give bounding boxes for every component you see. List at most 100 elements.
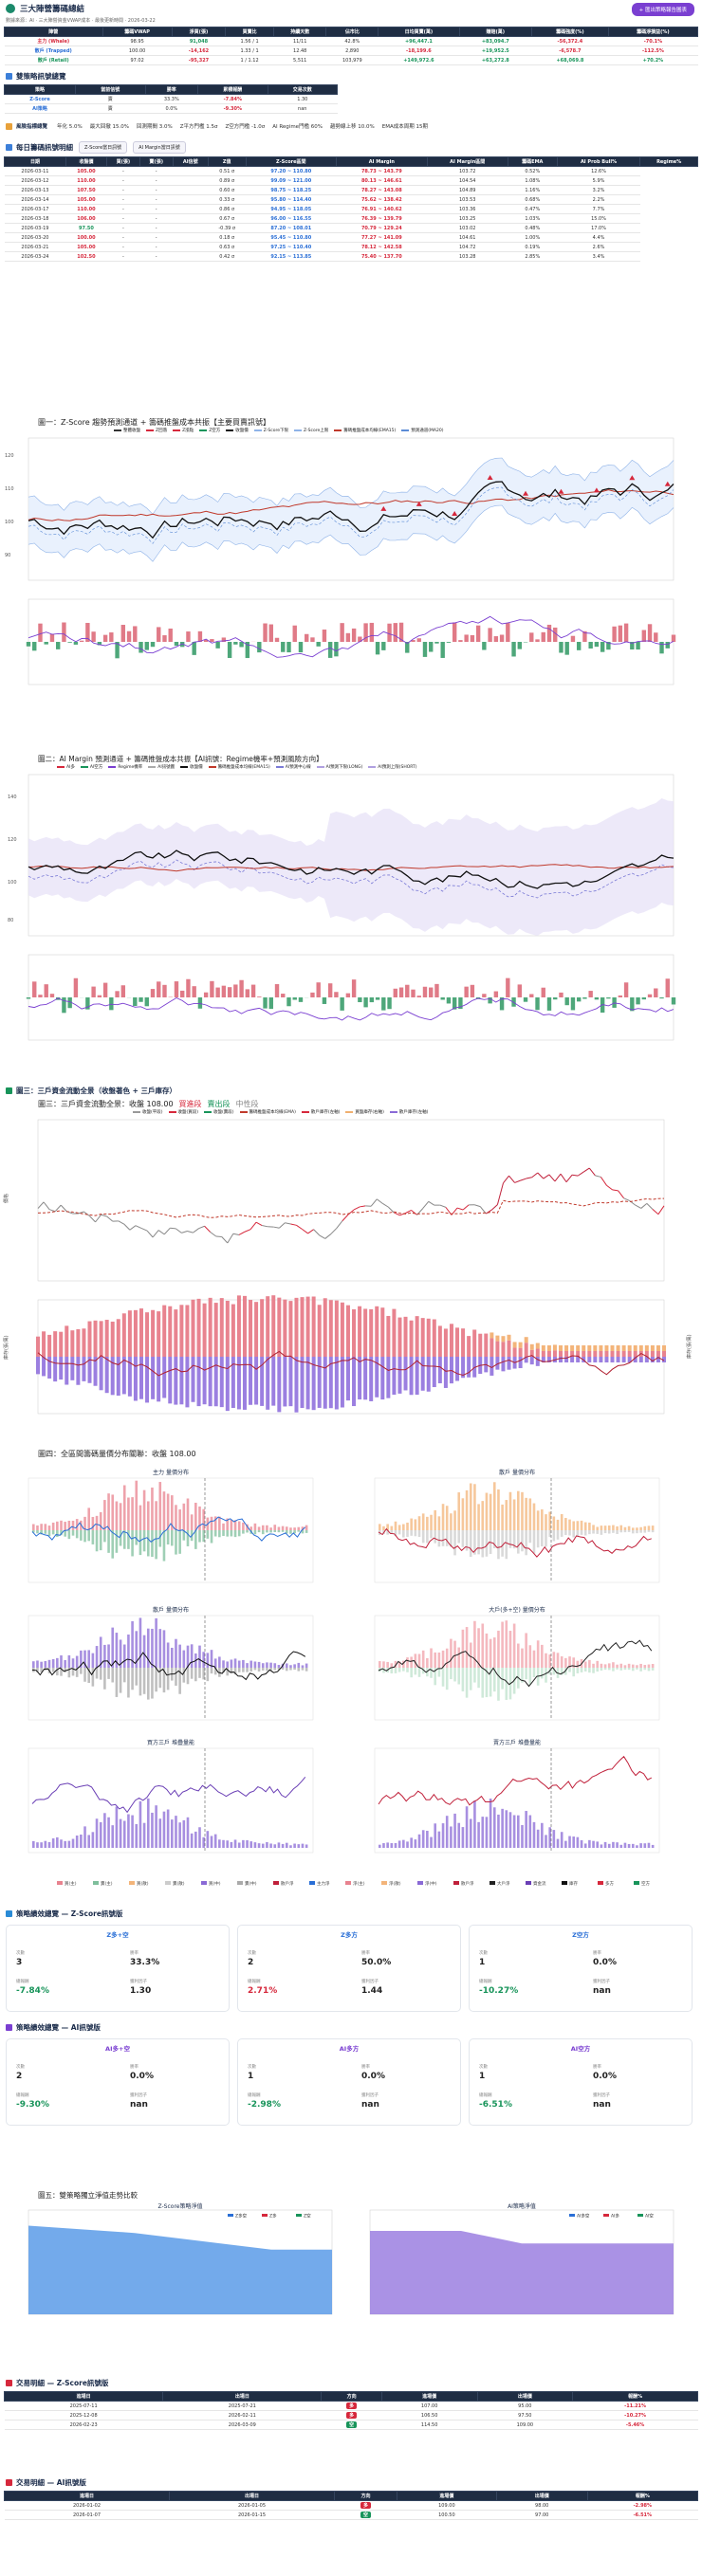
inventory-bar-negative	[202, 1357, 207, 1405]
volume-bar-buy	[202, 1652, 205, 1668]
legend-label: Regime機率	[118, 765, 143, 770]
inventory-bar-negative	[662, 1357, 666, 1362]
volume-bar-buy	[386, 1524, 389, 1530]
close-segment	[577, 1171, 584, 1177]
volume-bar-buy	[111, 1825, 115, 1848]
tab-zscore[interactable]: Z-Score當日訊號	[79, 141, 128, 154]
label-count: 次數	[479, 2065, 488, 2070]
volume-bar-buy	[596, 1841, 600, 1848]
volume-bar-sell	[390, 1530, 394, 1534]
volume-bar-sell	[492, 1530, 496, 1549]
inventory-bar-negative	[616, 1357, 620, 1362]
table-cell: -	[139, 194, 174, 205]
table-row: Z-Score 賣 33.3% -7.84% 1.30	[4, 94, 338, 104]
inventory-bar-positive	[300, 1297, 305, 1357]
table-cell: -10.27%	[572, 2410, 698, 2421]
inventory-bar-positive	[70, 1330, 75, 1357]
volume-bar-sell	[171, 1530, 174, 1546]
volume-bar-buy	[99, 1511, 102, 1530]
table-cell: 0.42 σ	[208, 251, 246, 262]
volume-bar-buy	[289, 1665, 292, 1668]
volume-bar-buy	[564, 1518, 567, 1530]
value-profit-factor: nan	[130, 2100, 148, 2110]
inventory-bar-negative	[236, 1357, 241, 1410]
volume-bar-buy	[505, 1810, 508, 1848]
inventory-bar-negative	[174, 1357, 178, 1405]
legend-swatch	[148, 766, 157, 768]
close-segment	[582, 1167, 590, 1173]
label-return: 總報酬	[248, 1980, 261, 1984]
inventory-bar-negative	[627, 1357, 632, 1362]
table-cell	[173, 251, 209, 262]
volume-bar-buy	[155, 1805, 157, 1848]
regime-bar	[239, 979, 244, 997]
panel-frame	[374, 1477, 660, 1583]
legend-swatch	[239, 1111, 248, 1113]
zscore-bar	[659, 642, 664, 654]
list-icon	[6, 144, 12, 151]
label-count: 次數	[479, 1951, 488, 1956]
value-count: 1	[479, 1958, 486, 1967]
close-segment	[163, 1227, 171, 1235]
zscore-bar	[529, 632, 534, 642]
column-header: 進場日	[3, 2391, 164, 2402]
table-cell: 0.47%	[508, 204, 558, 214]
inventory-bar-positive	[157, 1311, 161, 1357]
table-row: 2026-03-24 102.50- -0.42 σ 92.15 ~ 113.85 75…	[4, 251, 698, 262]
volume-bar-buy	[261, 1663, 265, 1668]
volume-bar-sell	[213, 1530, 217, 1537]
inventory-bar-positive	[202, 1303, 207, 1357]
table-cell: 97.20 ~ 110.80	[246, 166, 337, 176]
inventory-bar-negative	[328, 1357, 333, 1409]
volume-bar-sell	[528, 1668, 532, 1686]
table-cell: -9.30%	[197, 103, 268, 114]
inventory-bar-positive	[582, 1351, 586, 1357]
volume-bar-buy	[612, 1662, 615, 1668]
volume-bar-buy	[572, 1836, 575, 1848]
legend-label: AI訊號圖	[157, 765, 176, 770]
table-cell: 2026-01-05	[169, 2500, 335, 2511]
column-header: 收盤價	[65, 156, 108, 167]
volume-bar-buy	[202, 1508, 205, 1530]
inventory-bar-positive	[564, 1351, 569, 1357]
zscore-bar	[91, 631, 96, 642]
net-flow-line	[378, 1639, 653, 1688]
volume-bar-buy	[301, 1526, 305, 1530]
inventory-bar-positive	[213, 1303, 218, 1357]
export-report-button[interactable]: + 匯出策略報告圖表	[631, 3, 694, 16]
volume-bar-buy	[95, 1818, 99, 1848]
zscore-bar	[517, 642, 522, 649]
close-segment	[249, 1221, 257, 1231]
tab-ai-margin[interactable]: AI Margin當日訊號	[133, 141, 186, 154]
inventory-bar-negative	[546, 1357, 551, 1362]
volume-bar-buy	[560, 1832, 563, 1848]
volume-bar-sell	[501, 1530, 504, 1557]
legend-label: AI空	[645, 2213, 654, 2220]
inventory-bar-top	[507, 1334, 511, 1341]
table-cell: 97.00	[496, 2510, 588, 2520]
inventory-bar-negative	[392, 1357, 397, 1396]
volume-bar-buy	[497, 1489, 500, 1530]
column-header: 籌碼淨損益(%)	[607, 27, 699, 37]
volume-bar-buy	[222, 1839, 225, 1848]
value-profit-factor: 1.30	[130, 1986, 152, 1996]
volume-bar-buy	[568, 1519, 571, 1530]
warning-icon	[6, 122, 12, 130]
table-cell: 5.9%	[557, 175, 640, 186]
volume-bar-sell	[434, 1530, 436, 1544]
volume-bar-buy	[410, 1656, 413, 1668]
volume-bar-sell	[36, 1530, 39, 1534]
legend-entry: AI預測上限(SHORT)	[368, 764, 417, 770]
inventory-bar-top	[546, 1345, 551, 1351]
volume-bar-buy	[67, 1840, 71, 1848]
volume-bar-buy	[556, 1519, 560, 1530]
column-header: 報酬%	[572, 2391, 698, 2402]
volume-bar-sell	[473, 1668, 476, 1683]
volume-bar-buy	[44, 1661, 47, 1668]
inventory-bar-positive	[110, 1321, 115, 1357]
table-cell: -	[139, 232, 174, 243]
volume-bar-sell	[580, 1668, 583, 1672]
legend-entry: 散戶庫存(左軸)	[389, 1109, 428, 1115]
metric-item: 年化 5.0%	[57, 124, 83, 130]
volume-bar-buy	[266, 1842, 268, 1848]
